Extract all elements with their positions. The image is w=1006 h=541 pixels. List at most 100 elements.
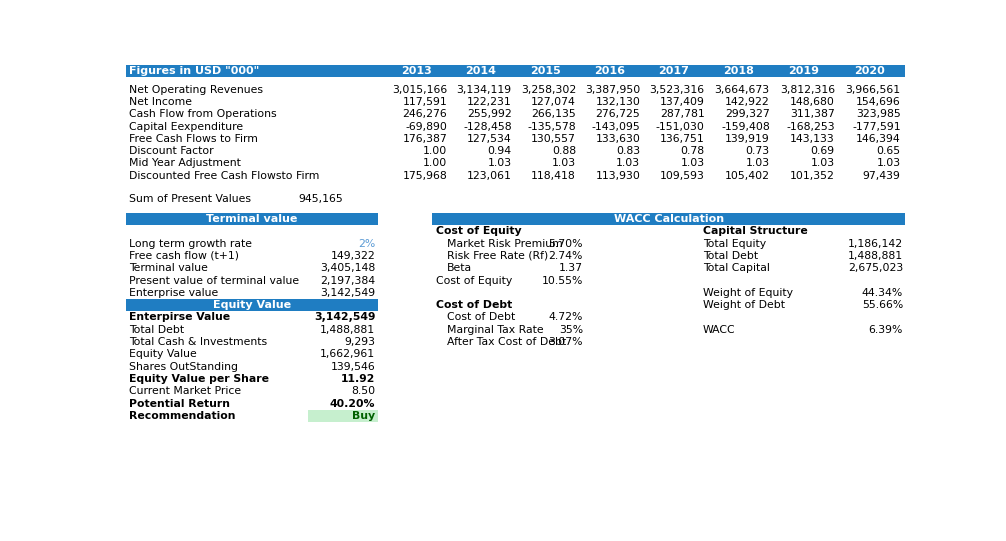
Text: 2015: 2015	[529, 66, 560, 76]
Text: Net Income: Net Income	[129, 97, 192, 107]
Text: 109,593: 109,593	[660, 171, 704, 181]
Text: 2.74%: 2.74%	[548, 251, 583, 261]
Text: Total Capital: Total Capital	[703, 263, 770, 273]
Text: 1.03: 1.03	[745, 159, 770, 168]
Text: -143,095: -143,095	[592, 122, 641, 131]
Text: 3.07%: 3.07%	[548, 337, 583, 347]
Text: 148,680: 148,680	[790, 97, 835, 107]
Text: 2017: 2017	[658, 66, 689, 76]
Text: Weight of Equity: Weight of Equity	[703, 288, 793, 298]
Text: Beta: Beta	[448, 263, 473, 273]
Text: 137,409: 137,409	[660, 97, 704, 107]
Text: Cost of Equity: Cost of Equity	[436, 275, 512, 286]
Text: 130,557: 130,557	[531, 134, 576, 144]
Text: 0.73: 0.73	[745, 146, 770, 156]
Text: Marginal Tax Rate: Marginal Tax Rate	[448, 325, 544, 335]
Text: 2014: 2014	[465, 66, 496, 76]
Text: 127,074: 127,074	[531, 97, 576, 107]
Text: After Tax Cost of Debt: After Tax Cost of Debt	[448, 337, 566, 347]
Text: 3,405,148: 3,405,148	[320, 263, 375, 273]
Text: 3,812,316: 3,812,316	[780, 84, 835, 95]
Text: 2,675,023: 2,675,023	[848, 263, 903, 273]
Text: -128,458: -128,458	[463, 122, 512, 131]
Text: 1.03: 1.03	[680, 159, 704, 168]
Text: 10.55%: 10.55%	[541, 275, 583, 286]
Text: -69,890: -69,890	[405, 122, 448, 131]
Text: 1.03: 1.03	[811, 159, 835, 168]
Text: 97,439: 97,439	[863, 171, 900, 181]
Text: Capital Eexpenditure: Capital Eexpenditure	[129, 122, 243, 131]
Text: 2013: 2013	[401, 66, 432, 76]
Text: 1,662,961: 1,662,961	[320, 349, 375, 359]
Text: Recommendation: Recommendation	[129, 411, 235, 421]
Text: 266,135: 266,135	[531, 109, 576, 119]
Text: 118,418: 118,418	[531, 171, 576, 181]
Text: 127,534: 127,534	[467, 134, 512, 144]
Text: Free cash flow (t+1): Free cash flow (t+1)	[129, 251, 238, 261]
Text: Discounted Free Cash Flowsto Firm: Discounted Free Cash Flowsto Firm	[129, 171, 319, 181]
Text: Current Market Price: Current Market Price	[129, 386, 241, 397]
Text: Total Debt: Total Debt	[703, 251, 759, 261]
Text: 3,134,119: 3,134,119	[457, 84, 512, 95]
Text: Long term growth rate: Long term growth rate	[129, 239, 252, 248]
Text: Risk Free Rate (Rf): Risk Free Rate (Rf)	[448, 251, 548, 261]
Text: Figures in USD "000": Figures in USD "000"	[129, 66, 260, 76]
Text: Present value of terminal value: Present value of terminal value	[129, 275, 299, 286]
Text: 1,186,142: 1,186,142	[848, 239, 903, 248]
Text: 311,387: 311,387	[790, 109, 835, 119]
Text: 0.94: 0.94	[488, 146, 512, 156]
Bar	[126, 65, 905, 77]
Text: 133,630: 133,630	[596, 134, 641, 144]
Text: 55.66%: 55.66%	[862, 300, 903, 310]
Text: 6.39%: 6.39%	[869, 325, 903, 335]
Text: WACC Calculation: WACC Calculation	[614, 214, 723, 224]
Text: Terminal value: Terminal value	[129, 263, 207, 273]
Text: 0.88: 0.88	[552, 146, 576, 156]
Text: Capital Structure: Capital Structure	[703, 226, 808, 236]
Text: 255,992: 255,992	[467, 109, 512, 119]
Text: Total Cash & Investments: Total Cash & Investments	[129, 337, 267, 347]
Text: 40.20%: 40.20%	[330, 399, 375, 408]
Text: 3,387,950: 3,387,950	[585, 84, 641, 95]
Text: 0.69: 0.69	[811, 146, 835, 156]
Text: 2016: 2016	[594, 66, 625, 76]
Text: 117,591: 117,591	[402, 97, 448, 107]
Text: 1.37: 1.37	[559, 263, 583, 273]
Text: WACC: WACC	[703, 325, 735, 335]
Text: 276,725: 276,725	[596, 109, 641, 119]
Text: Weight of Debt: Weight of Debt	[703, 300, 785, 310]
Text: 0.83: 0.83	[617, 146, 641, 156]
Bar	[126, 299, 377, 311]
Text: 1.03: 1.03	[552, 159, 576, 168]
Text: 2018: 2018	[723, 66, 754, 76]
Text: 2019: 2019	[789, 66, 819, 76]
Text: 122,231: 122,231	[467, 97, 512, 107]
Text: Potential Return: Potential Return	[129, 399, 229, 408]
Text: Mid Year Adjustment: Mid Year Adjustment	[129, 159, 240, 168]
Text: -168,253: -168,253	[787, 122, 835, 131]
Text: Total Debt: Total Debt	[129, 325, 184, 335]
Text: 0.78: 0.78	[680, 146, 704, 156]
Text: 139,546: 139,546	[331, 362, 375, 372]
Text: Total Equity: Total Equity	[703, 239, 767, 248]
Text: 143,133: 143,133	[790, 134, 835, 144]
Text: Enterprise value: Enterprise value	[129, 288, 218, 298]
Text: 149,322: 149,322	[331, 251, 375, 261]
Text: 3,142,549: 3,142,549	[320, 288, 375, 298]
Text: Free Cash Flows to Firm: Free Cash Flows to Firm	[129, 134, 258, 144]
Text: 113,930: 113,930	[596, 171, 641, 181]
Text: 146,394: 146,394	[856, 134, 900, 144]
Text: 123,061: 123,061	[467, 171, 512, 181]
Text: 9,293: 9,293	[344, 337, 375, 347]
Text: Sum of Present Values: Sum of Present Values	[129, 194, 250, 204]
Text: 1.03: 1.03	[617, 159, 641, 168]
Text: Cost of Debt: Cost of Debt	[436, 300, 512, 310]
Text: Cash Flow from Operations: Cash Flow from Operations	[129, 109, 277, 119]
Text: 0.65: 0.65	[876, 146, 900, 156]
Text: 132,130: 132,130	[596, 97, 641, 107]
Text: 1.00: 1.00	[424, 159, 448, 168]
Text: Terminal value: Terminal value	[206, 214, 298, 224]
Text: -135,578: -135,578	[527, 122, 576, 131]
Text: 3,523,316: 3,523,316	[650, 84, 704, 95]
Text: 5.70%: 5.70%	[548, 239, 583, 248]
